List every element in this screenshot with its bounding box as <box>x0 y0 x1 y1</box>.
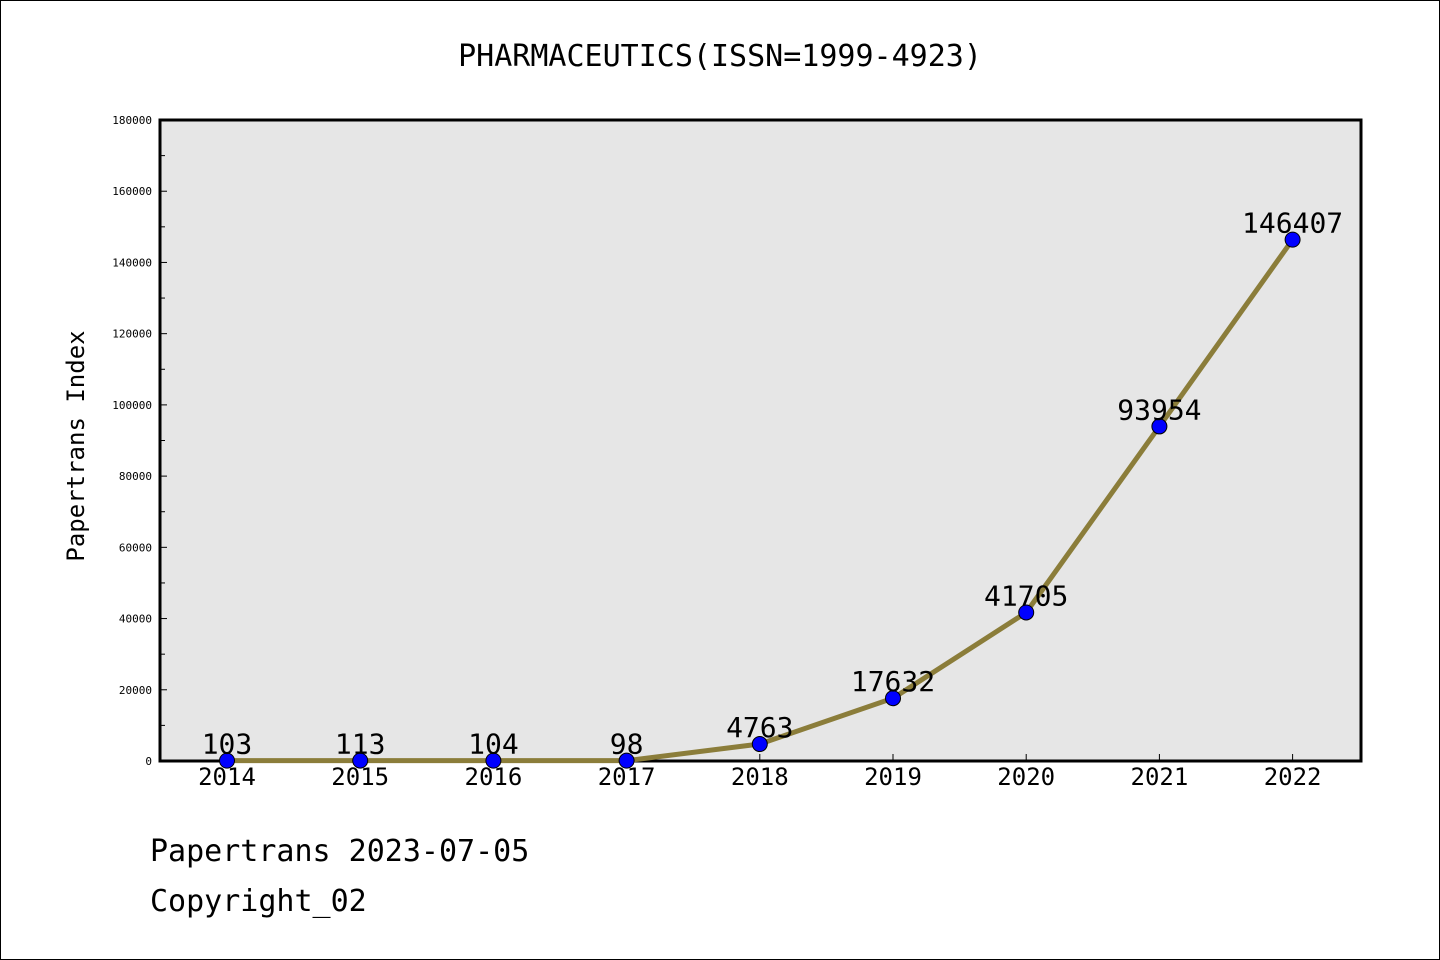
y-axis-label: Papertrans Index <box>62 330 90 561</box>
y-tick-label: 100000 <box>112 399 152 412</box>
data-point-marker <box>485 752 502 769</box>
data-point-marker <box>618 752 635 769</box>
data-label: 93954 <box>1117 393 1201 426</box>
data-label: 4763 <box>726 711 793 744</box>
data-label: 104 <box>468 728 519 761</box>
data-point-marker <box>885 690 901 707</box>
data-label: 103 <box>202 728 253 761</box>
footer-copyright-text: Copyright_02 <box>150 884 367 919</box>
data-label: 113 <box>335 728 386 761</box>
data-point-marker <box>1151 418 1168 435</box>
data-labels-layer: 103 113 104 98 4763 17632 41705 93954 146407 <box>202 207 1343 761</box>
y-tick-label: 140000 <box>112 256 152 269</box>
x-tick-label: 2019 <box>864 763 922 791</box>
y-tick-label: 0 <box>145 755 152 768</box>
series-layer <box>219 231 1301 769</box>
y-tick-label: 80000 <box>119 470 152 483</box>
data-point-marker <box>219 752 235 769</box>
x-tick-label: 2021 <box>1131 763 1189 791</box>
y-tick-label: 60000 <box>119 541 152 554</box>
y-tick-label: 160000 <box>112 185 152 198</box>
footer-date-text: Papertrans 2023-07-05 <box>150 834 530 869</box>
plot-area <box>158 118 1363 763</box>
x-tick-label: 2018 <box>731 763 789 791</box>
x-tick-label: 2020 <box>997 763 1055 791</box>
y-tick-label: 120000 <box>112 328 152 341</box>
y-tick-label: 180000 <box>112 114 152 127</box>
y-tick-label: 20000 <box>119 684 152 697</box>
data-label: 17632 <box>851 665 935 698</box>
data-point-marker <box>352 752 369 769</box>
data-label: 98 <box>610 728 644 761</box>
y-tick-label: 40000 <box>119 613 152 626</box>
data-label: 41705 <box>984 579 1068 612</box>
data-point-marker <box>1018 604 1035 621</box>
data-label: 146407 <box>1242 207 1343 240</box>
x-tick-label: 2022 <box>1264 763 1322 791</box>
data-point-marker <box>1284 231 1301 248</box>
data-point-marker <box>751 736 768 753</box>
chart-title: PHARMACEUTICS(ISSN=1999-4923) <box>458 39 982 74</box>
